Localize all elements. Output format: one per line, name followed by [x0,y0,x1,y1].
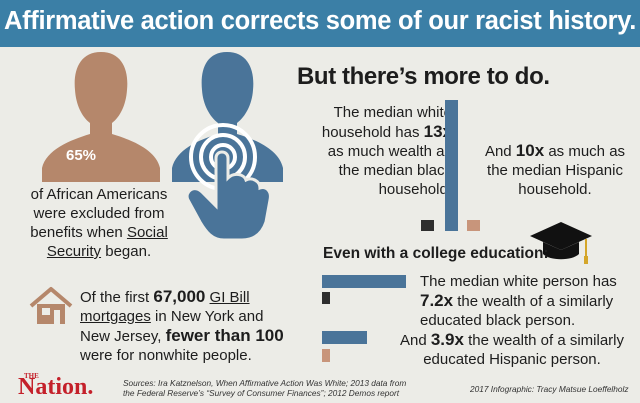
bar-white-household [445,100,458,231]
the-nation-logo: Nation. [18,374,94,400]
household-wealth-chart [421,100,480,231]
caption-text: the wealth of a similarly [453,293,614,310]
excluded-percent: 65% [66,147,97,164]
caption-line: of African Americans [30,186,168,203]
page-title: Affirmative action corrects some of our … [3,7,637,35]
caption-line: benefits when Social [29,223,169,242]
caption-text: as much as [544,143,626,160]
caption-line: were excluded from [33,205,165,222]
caption-text: the wealth of a similarly [463,332,625,349]
caption-line: Of the first 67,000 GI Bill [80,287,305,307]
gi-bill-link[interactable]: mortgages [80,308,151,325]
ratio-label: 13x [423,122,452,141]
house-icon [29,287,73,324]
caption-line: The median white [333,104,452,121]
bar-white-college-1 [322,275,406,288]
caption-text: And [399,332,431,349]
caption-line: mortgages in New York and [80,307,305,326]
ratio-label: 7.2x [420,291,454,310]
household-black-caption: The median white household has 13x as mu… [292,103,452,199]
hand-touch-icon [172,52,283,242]
sources-line: Sources: Ira Katznelson, When Affirmativ… [123,378,407,388]
gi-bill-link[interactable]: GI Bill [209,289,250,306]
caption-line: were for nonwhite people. [80,347,252,364]
caption-line: household. [518,181,592,198]
bar-hispanic-college [322,349,330,362]
caption-text: New Jersey, [80,328,166,345]
caption-text: household has [321,124,424,141]
caption-line: as much wealth as [327,143,452,160]
gi-bill-caption: Of the first 67,000 GI Bill mortgages in… [80,287,305,365]
section-title: But there’s more to do. [297,63,550,90]
sources-note: Sources: Ira Katznelson, When Affirmativ… [123,378,463,398]
caption-text: in New York and [150,308,264,325]
household-hispanic-caption: And 10x as much as the median Hispanic h… [470,141,640,199]
caption-line: And 10x as much as [470,141,640,161]
person-silhouette-icon [42,52,160,182]
college-hispanic-caption: And 3.9x the wealth of a similarly educa… [384,330,640,369]
caption-line: educated black person. [420,312,576,329]
sources-line: the Federal Reserve’s “Survey of Consume… [123,388,400,398]
caption-line: New Jersey, fewer than 100 [80,326,305,346]
ratio-label: 10x [515,141,545,160]
bar-black-college [322,292,330,304]
caption-line: the median black [338,162,452,179]
caption-text: began. [101,243,152,260]
caption-line: 7.2x the wealth of a similarly [420,291,640,311]
bar-hispanic-household [467,220,480,231]
caption-line: Security began. [29,242,169,261]
infographic-credit: 2017 Infographic: Tracy Matsue Loeffelho… [470,384,629,394]
social-security-caption: of African Americans were excluded from … [29,185,169,261]
bar-black-household [421,220,434,231]
caption-text: benefits when [30,224,127,241]
ratio-label: 3.9x [430,330,464,349]
college-black-caption: The median white person has 7.2x the wea… [420,272,640,330]
caption-line: household has 13x [292,122,452,142]
bar-white-college-2 [322,331,367,344]
caption-line: educated Hispanic person. [423,351,601,368]
college-section-title: Even with a college education: [323,245,549,262]
title-banner [0,0,640,47]
social-security-link[interactable]: Security [46,243,102,260]
caption-line: household. [378,181,452,198]
caption-line: And 3.9x the wealth of a similarly [384,330,640,350]
college-wealth-chart [322,275,406,362]
caption-text: And [484,143,516,160]
caption-line: the median Hispanic [487,162,623,179]
graduation-cap-icon [530,222,592,264]
caption-line: The median white person has [420,273,617,290]
caption-text: Of the first [80,289,154,306]
nonwhite-count: fewer than 100 [165,326,284,345]
mortgage-count: 67,000 [153,287,206,306]
social-security-link[interactable]: Social [126,224,168,241]
logo-prefix: THE [24,372,39,380]
